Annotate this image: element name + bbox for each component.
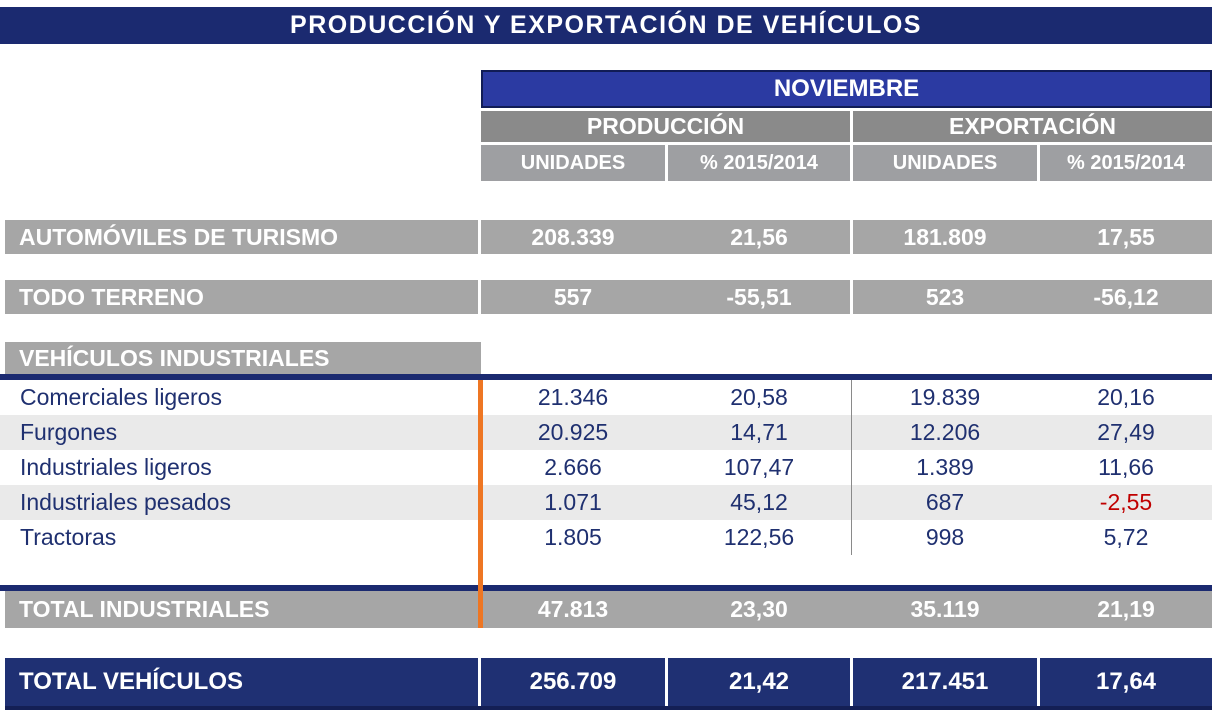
- column-separator: [850, 380, 853, 415]
- cell-produccion-unidades: 20.925: [537, 419, 609, 445]
- cell-exportacion-unidades: 687: [925, 489, 965, 515]
- row-label: Furgones: [20, 419, 118, 445]
- row-label: TODO TERRENO: [5, 280, 478, 314]
- table-row-todo-terreno: TODO TERRENO 557 -55,51 523 -56,12: [5, 280, 1212, 314]
- table-row-industriales-ligeros: Industriales ligeros 2.666 107,47 1.389 …: [0, 450, 1212, 485]
- row-label: Tractoras: [20, 524, 117, 550]
- cell-exportacion-pct: -56,12: [1040, 280, 1212, 314]
- column-separator: [1037, 220, 1040, 254]
- table-row-total-vehiculos: TOTAL VEHÍCULOS 256.709 21,42 217.451 17…: [5, 658, 1212, 710]
- row-label: TOTAL INDUSTRIALES: [19, 596, 270, 622]
- cell-produccion-unidades: 557: [481, 280, 665, 314]
- cell-produccion-unidades: 47.813: [537, 596, 609, 622]
- column-separator: [850, 485, 853, 520]
- cell-exportacion-unidades: 12.206: [909, 419, 981, 445]
- row-label: Industriales pesados: [20, 489, 231, 515]
- divider-line: [0, 374, 1212, 380]
- industrial-section-accent-line: [478, 380, 483, 628]
- table-row-tractoras: Tractoras 1.805 122,56 998 5,72: [0, 520, 1212, 555]
- table-row-industriales-pesados: Industriales pesados 1.071 45,12 687 -2,…: [0, 485, 1212, 520]
- cell-exportacion-pct: 11,66: [1098, 454, 1154, 480]
- section-header-vehiculos-industriales: VEHÍCULOS INDUSTRIALES: [5, 342, 481, 374]
- cell-produccion-unidades: 21.346: [537, 384, 609, 410]
- table-row-total-industriales: TOTAL INDUSTRIALES 47.813 23,30 35.119 2…: [5, 591, 1212, 628]
- column-separator: [850, 450, 853, 485]
- column-separator: [1037, 280, 1040, 314]
- cell-exportacion-pct: 27,49: [1097, 419, 1155, 445]
- column-header-exportacion-pct: % 2015/2014: [1040, 145, 1212, 181]
- cell-produccion-pct: 21,42: [668, 658, 850, 706]
- cell-produccion-pct: 23,30: [730, 596, 788, 622]
- column-separator: [850, 415, 853, 450]
- row-label: Industriales ligeros: [20, 454, 212, 480]
- cell-exportacion-pct: 21,19: [1097, 596, 1155, 622]
- table-row-automoviles: AUTOMÓVILES DE TURISMO 208.339 21,56 181…: [5, 220, 1212, 254]
- cell-exportacion-unidades: 523: [853, 280, 1037, 314]
- row-label: TOTAL VEHÍCULOS: [5, 658, 478, 706]
- cell-exportacion-pct: 5,72: [1103, 524, 1149, 550]
- group-header-exportacion: EXPORTACIÓN: [853, 111, 1212, 142]
- row-label: Comerciales ligeros: [20, 384, 222, 410]
- cell-produccion-pct: 20,58: [730, 384, 788, 410]
- cell-exportacion-unidades: 19.839: [909, 384, 981, 410]
- cell-produccion-unidades: 2.666: [544, 454, 602, 480]
- cell-produccion-unidades: 1.071: [544, 489, 602, 515]
- cell-produccion-pct: 122,56: [723, 524, 795, 550]
- column-separator: [850, 520, 853, 555]
- cell-exportacion-unidades: 181.809: [853, 220, 1037, 254]
- cell-exportacion-unidades: 1.389: [916, 454, 974, 480]
- column-separator: [665, 220, 668, 254]
- column-separator: [665, 280, 668, 314]
- cell-produccion-pct: 14,71: [730, 419, 788, 445]
- cell-produccion-unidades: 208.339: [481, 220, 665, 254]
- spacer: [5, 145, 478, 181]
- cell-produccion-pct: 45,12: [730, 489, 788, 515]
- group-header-row: PRODUCCIÓN EXPORTACIÓN: [481, 111, 1212, 142]
- cell-exportacion-unidades: 217.451: [853, 658, 1037, 706]
- cell-exportacion-unidades: 998: [925, 524, 965, 550]
- column-header-row: UNIDADES % 2015/2014 UNIDADES % 2015/201…: [5, 145, 1212, 181]
- cell-exportacion-pct: 17,55: [1040, 220, 1212, 254]
- month-header: NOVIEMBRE: [481, 70, 1212, 108]
- cell-exportacion-pct: 20,16: [1097, 384, 1155, 410]
- row-label: AUTOMÓVILES DE TURISMO: [5, 220, 478, 254]
- divider-line: [0, 585, 1212, 591]
- cell-produccion-pct: 107,47: [723, 454, 795, 480]
- cell-exportacion-pct-negative: -2,55: [1099, 489, 1153, 515]
- cell-produccion-unidades: 256.709: [481, 658, 665, 706]
- column-header-produccion-unidades: UNIDADES: [481, 145, 665, 181]
- group-header-produccion: PRODUCCIÓN: [481, 111, 850, 142]
- cell-produccion-unidades: 1.805: [544, 524, 602, 550]
- page-title: PRODUCCIÓN Y EXPORTACIÓN DE VEHÍCULOS: [0, 7, 1212, 44]
- cell-produccion-pct: -55,51: [668, 280, 850, 314]
- cell-exportacion-pct: 17,64: [1040, 658, 1212, 706]
- column-header-exportacion-unidades: UNIDADES: [853, 145, 1037, 181]
- table-row-furgones: Furgones 20.925 14,71 12.206 27,49: [0, 415, 1212, 450]
- cell-exportacion-unidades: 35.119: [910, 596, 980, 622]
- cell-produccion-pct: 21,56: [668, 220, 850, 254]
- table-row-comerciales-ligeros: Comerciales ligeros 21.346 20,58 19.839 …: [0, 380, 1212, 415]
- column-header-produccion-pct: % 2015/2014: [668, 145, 850, 181]
